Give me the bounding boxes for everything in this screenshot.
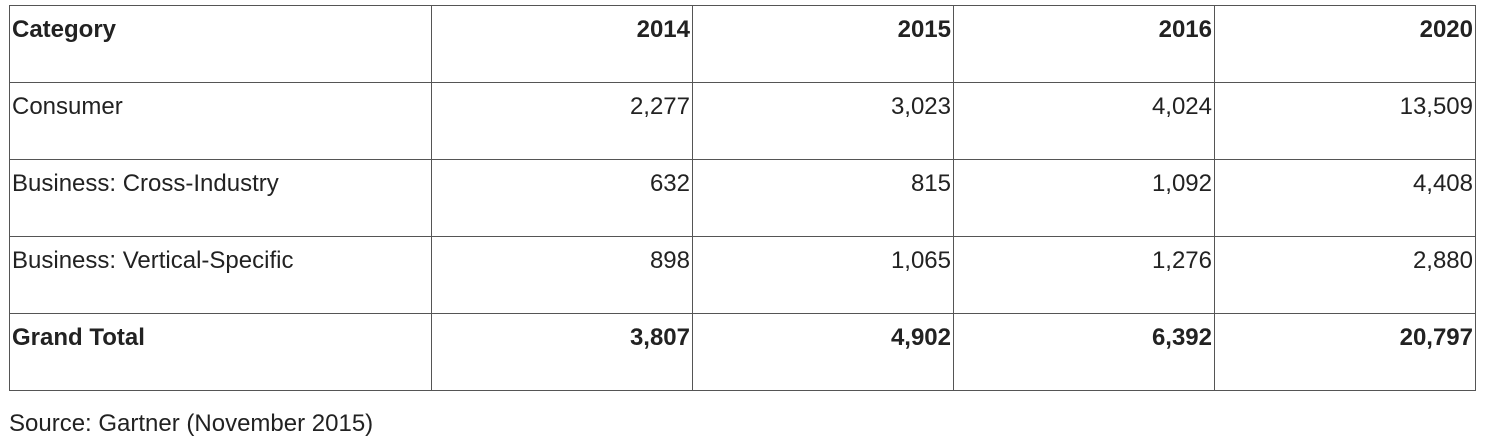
- cell-value: 4,024: [953, 82, 1215, 160]
- table-row: Business: Vertical-Specific 898 1,065 1,276…: [9, 236, 1476, 314]
- cell-value: 815: [692, 159, 954, 237]
- cell-value: 2020: [1214, 5, 1476, 83]
- table-row: Business: Cross-Industry 632 815 1,092 4,408: [9, 159, 1476, 237]
- row-label: Business: Cross-Industry: [9, 159, 432, 237]
- cell-value: 1,276: [953, 236, 1215, 314]
- cell-value: 1,065: [692, 236, 954, 314]
- source-note: Source: Gartner (November 2015): [9, 410, 374, 437]
- cell-value: 898: [431, 236, 693, 314]
- row-label: Consumer: [9, 82, 432, 160]
- cell-value: 4,902: [692, 313, 954, 391]
- cell-value: 2015: [692, 5, 954, 83]
- table-body: Category 2014 2015 2016 2020 Consumer 2,277 3,0…: [9, 5, 1476, 391]
- cell-value: 2,277: [431, 82, 693, 160]
- cell-value: 2,880: [1214, 236, 1476, 314]
- row-label: Category: [9, 5, 432, 83]
- cell-value: 632: [431, 159, 693, 237]
- header-row: Category 2014 2015 2016 2020: [9, 5, 1476, 83]
- table-row: Grand Total 3,807 4,902 6,392 20,797: [9, 313, 1476, 391]
- cell-value: 3,023: [692, 82, 954, 160]
- cell-value: 6,392: [953, 313, 1215, 391]
- cell-value: 20,797: [1214, 313, 1476, 391]
- table-row: Consumer 2,277 3,023 4,024 13,509: [9, 82, 1476, 160]
- row-label: Business: Vertical-Specific: [9, 236, 432, 314]
- cell-value: 13,509: [1214, 82, 1476, 160]
- cell-value: 2016: [953, 5, 1215, 83]
- cell-value: 4,408: [1214, 159, 1476, 237]
- data-table: Category 2014 2015 2016 2020 Consumer 2,277 3,0…: [9, 5, 1476, 391]
- cell-value: 2014: [431, 5, 693, 83]
- row-label: Grand Total: [9, 313, 432, 391]
- cell-value: 1,092: [953, 159, 1215, 237]
- cell-value: 3,807: [431, 313, 693, 391]
